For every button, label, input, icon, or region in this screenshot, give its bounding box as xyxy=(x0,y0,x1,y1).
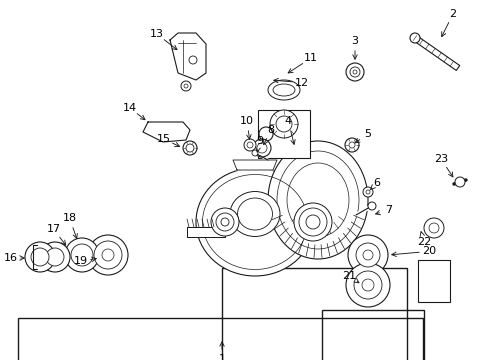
Text: 13: 13 xyxy=(149,29,164,39)
Circle shape xyxy=(350,67,360,77)
Circle shape xyxy=(455,177,465,187)
Circle shape xyxy=(189,56,197,64)
Text: 7: 7 xyxy=(385,205,392,215)
Circle shape xyxy=(102,249,114,261)
Circle shape xyxy=(354,271,382,299)
Circle shape xyxy=(247,142,253,148)
Circle shape xyxy=(363,187,373,197)
Text: 20: 20 xyxy=(422,246,436,256)
Circle shape xyxy=(349,142,355,148)
Circle shape xyxy=(368,202,376,210)
Bar xyxy=(418,260,450,302)
Circle shape xyxy=(25,242,55,272)
Circle shape xyxy=(353,70,357,74)
Circle shape xyxy=(252,150,258,156)
Text: 11: 11 xyxy=(304,53,318,63)
Text: 19: 19 xyxy=(74,256,88,266)
Circle shape xyxy=(65,238,99,272)
Text: 23: 23 xyxy=(434,154,448,164)
Text: 12: 12 xyxy=(295,77,309,87)
Text: 9: 9 xyxy=(256,136,263,146)
Ellipse shape xyxy=(268,80,300,100)
Circle shape xyxy=(183,141,197,155)
Circle shape xyxy=(363,250,373,260)
Circle shape xyxy=(356,243,380,267)
Text: 18: 18 xyxy=(63,213,77,224)
Polygon shape xyxy=(170,33,206,80)
Ellipse shape xyxy=(238,198,272,230)
Circle shape xyxy=(257,143,267,153)
Text: 22: 22 xyxy=(417,237,431,247)
Text: 10: 10 xyxy=(240,116,254,126)
Circle shape xyxy=(94,241,122,269)
Text: 3: 3 xyxy=(351,36,359,46)
Circle shape xyxy=(362,279,374,291)
Ellipse shape xyxy=(299,208,327,236)
Ellipse shape xyxy=(230,192,280,237)
Text: 2: 2 xyxy=(449,9,457,19)
Circle shape xyxy=(348,235,388,275)
Circle shape xyxy=(71,244,93,266)
Circle shape xyxy=(424,218,444,238)
Circle shape xyxy=(346,263,390,307)
Circle shape xyxy=(40,242,70,272)
Circle shape xyxy=(410,33,420,43)
Text: 6: 6 xyxy=(373,178,380,188)
Circle shape xyxy=(46,248,64,266)
Text: 21: 21 xyxy=(342,271,356,281)
Ellipse shape xyxy=(306,215,320,229)
Circle shape xyxy=(244,139,256,151)
Circle shape xyxy=(31,248,49,266)
Polygon shape xyxy=(143,122,190,142)
Text: 1: 1 xyxy=(219,354,225,360)
Text: 8: 8 xyxy=(268,125,275,135)
Circle shape xyxy=(429,223,439,233)
Bar xyxy=(222,268,407,360)
Circle shape xyxy=(88,235,128,275)
Ellipse shape xyxy=(294,203,332,241)
Circle shape xyxy=(186,144,194,152)
Polygon shape xyxy=(413,36,460,71)
Bar xyxy=(187,227,225,237)
Circle shape xyxy=(253,139,271,157)
Text: 16: 16 xyxy=(4,253,18,263)
Text: 14: 14 xyxy=(122,103,137,113)
Polygon shape xyxy=(233,160,277,170)
Bar xyxy=(187,227,225,237)
Ellipse shape xyxy=(211,208,239,236)
Ellipse shape xyxy=(216,213,234,231)
Circle shape xyxy=(366,190,370,194)
Circle shape xyxy=(345,138,359,152)
Ellipse shape xyxy=(196,168,314,276)
Circle shape xyxy=(181,81,191,91)
Ellipse shape xyxy=(268,141,368,259)
Ellipse shape xyxy=(221,218,229,226)
Text: 15: 15 xyxy=(157,134,171,144)
Text: 17: 17 xyxy=(47,224,61,234)
Bar xyxy=(322,310,424,360)
Circle shape xyxy=(276,116,292,132)
Circle shape xyxy=(270,110,298,138)
Circle shape xyxy=(184,84,188,88)
Text: 5: 5 xyxy=(364,129,371,139)
Bar xyxy=(258,110,310,158)
Bar xyxy=(18,318,423,360)
Text: 4: 4 xyxy=(285,116,292,126)
Ellipse shape xyxy=(273,84,295,96)
Circle shape xyxy=(346,63,364,81)
